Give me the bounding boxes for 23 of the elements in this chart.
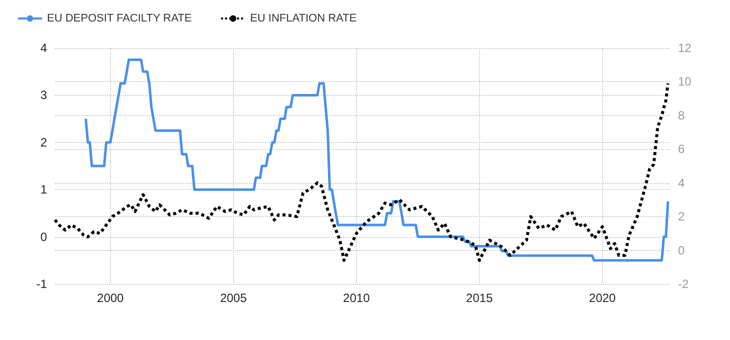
y2-tick-label: -2 <box>678 277 689 291</box>
x-tick-label: 2010 <box>343 291 370 305</box>
y-tick-label: 1 <box>40 182 48 197</box>
y2-tick-label: 2 <box>678 210 685 224</box>
x-tick-label: 2015 <box>466 291 494 305</box>
line-series <box>84 58 670 262</box>
y2-tick-label: 8 <box>678 108 685 122</box>
legend-label: EU INFLATION RATE <box>250 12 357 24</box>
y2-tick-label: 0 <box>678 243 685 258</box>
x-tick-label: 2005 <box>220 291 248 305</box>
y2-tick-label: 4 <box>678 176 685 190</box>
line-series <box>54 82 670 262</box>
y-tick-label: 4 <box>40 41 48 55</box>
y2-tick-label: 12 <box>678 41 692 55</box>
y-tick-label: 3 <box>40 88 48 102</box>
y-tick-label: 2 <box>40 135 48 150</box>
y-tick-label: 0 <box>40 230 48 244</box>
y2-tick-label: 6 <box>678 142 685 156</box>
y-tick-label: -1 <box>36 277 48 291</box>
x-tick-label: 2020 <box>589 291 616 305</box>
y2-tick-label: 10 <box>678 74 692 89</box>
x-tick-label: 2000 <box>97 291 124 305</box>
legend-label: EU DEPOSIT FACILTY RATE <box>47 12 192 24</box>
